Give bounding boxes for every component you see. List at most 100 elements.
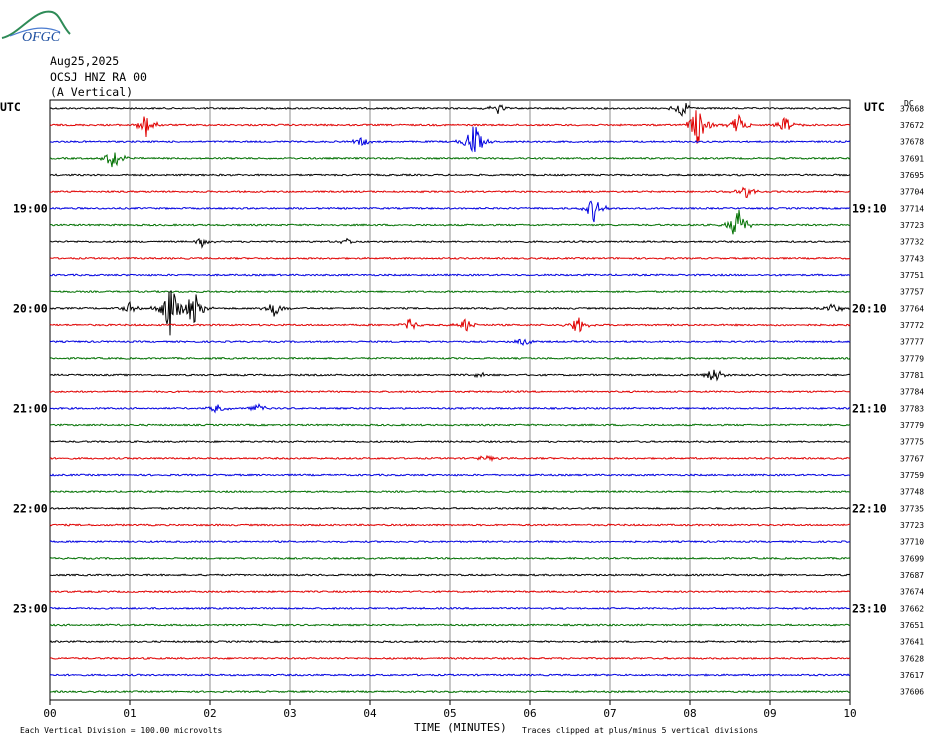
seismogram-trace xyxy=(49,237,851,249)
dc-offset-label: 37674 xyxy=(900,588,924,597)
seismogram-trace xyxy=(49,356,851,361)
left-hour-label: 22:00 xyxy=(13,501,48,515)
seismogram-trace xyxy=(49,103,851,117)
seismogram-trace xyxy=(49,126,851,153)
seismogram-trace xyxy=(49,454,851,463)
dc-offset-label: 37779 xyxy=(900,354,924,363)
dc-offset-label: 37779 xyxy=(900,421,924,430)
x-tick-label: 07 xyxy=(603,707,616,720)
left-hour-label: 21:00 xyxy=(13,401,48,415)
dc-offset-label: 37662 xyxy=(900,604,924,613)
dc-offset-label: 37743 xyxy=(900,254,924,263)
right-hour-label: 23:10 xyxy=(852,601,887,615)
x-tick-label: 01 xyxy=(123,707,136,720)
dc-offset-label: 37691 xyxy=(900,154,924,163)
dc-offset-label: 37699 xyxy=(900,554,924,563)
seismogram-trace xyxy=(49,673,851,677)
dc-offset-label: 37767 xyxy=(900,454,924,463)
seismogram-trace xyxy=(49,439,851,444)
dc-offset-label: 37678 xyxy=(900,138,924,147)
seismogram-trace xyxy=(49,317,851,333)
dc-offset-label: 37687 xyxy=(900,571,924,580)
seismogram-trace xyxy=(49,556,851,560)
clip-note: Traces clipped at plus/minus 5 vertical … xyxy=(522,726,759,735)
seismogram-trace xyxy=(49,402,851,414)
dc-offset-label: 37775 xyxy=(900,438,924,447)
right-hour-label: 21:10 xyxy=(852,401,887,415)
dc-offset-label: 37704 xyxy=(900,188,924,197)
dc-offset-label: 37641 xyxy=(900,638,924,647)
seismogram-trace xyxy=(49,290,851,336)
seismogram-trace xyxy=(50,186,851,199)
left-hour-label: 20:00 xyxy=(13,301,48,315)
seismogram-trace xyxy=(49,640,851,644)
x-tick-label: 02 xyxy=(203,707,216,720)
seismogram-trace xyxy=(49,690,851,694)
seismogram-trace xyxy=(49,110,851,144)
x-tick-label: 00 xyxy=(43,707,56,720)
seismogram-trace xyxy=(49,473,851,477)
right-hour-label: 22:10 xyxy=(852,501,887,515)
right-hour-label: 20:10 xyxy=(852,301,887,315)
x-tick-label: 10 xyxy=(843,707,856,720)
dc-offset-label: 37695 xyxy=(900,171,924,180)
dc-offset-label: 37783 xyxy=(900,404,924,413)
dc-offset-label: 37784 xyxy=(900,388,924,397)
right-hour-label: 19:10 xyxy=(852,201,887,215)
seismogram-trace xyxy=(49,209,851,235)
seismogram-trace xyxy=(49,173,851,177)
dc-offset-label: 37748 xyxy=(900,488,924,497)
dc-offset-label: 37764 xyxy=(900,304,924,313)
seismogram-trace xyxy=(49,338,851,347)
seismogram-trace xyxy=(49,623,851,627)
station-label: OCSJ HNZ RA 00 xyxy=(50,70,147,84)
dc-offset-label: 37651 xyxy=(900,621,924,630)
left-hour-label: 23:00 xyxy=(13,601,48,615)
dc-offset-label: 37606 xyxy=(900,688,924,697)
scale-note: Each Vertical Division = 100.00 microvol… xyxy=(20,726,223,735)
dc-offset-label: 37714 xyxy=(900,204,924,213)
seismogram-trace xyxy=(49,590,851,594)
left-utc-label: UTC xyxy=(0,100,21,114)
dc-offset-label: 37772 xyxy=(900,321,924,330)
seismogram-trace xyxy=(49,539,851,544)
x-tick-label: 04 xyxy=(363,707,377,720)
dc-offset-label: 37668 xyxy=(900,104,924,113)
x-tick-label: 08 xyxy=(683,707,696,720)
seismogram-trace xyxy=(49,656,851,660)
dc-offset-label: 37672 xyxy=(900,121,924,130)
dc-offset-label: 37710 xyxy=(900,538,924,547)
right-utc-label: UTC xyxy=(864,100,885,114)
seismogram-trace xyxy=(49,152,851,168)
dc-offset-label: 37781 xyxy=(900,371,924,380)
dc-offset-label: 37628 xyxy=(900,654,924,663)
x-tick-label: 06 xyxy=(523,707,536,720)
seismogram-trace xyxy=(50,606,851,610)
seismogram-trace xyxy=(49,489,851,494)
seismogram-trace xyxy=(49,200,851,223)
dc-offset-label: 37617 xyxy=(900,671,924,680)
seismogram-trace xyxy=(49,256,851,260)
component-label: (A Vertical) xyxy=(50,85,134,99)
date-label: Aug25,2025 xyxy=(50,54,120,68)
dc-offset-label: 37723 xyxy=(900,221,924,230)
dc-offset-label: 37735 xyxy=(900,504,924,513)
dc-offset-label: 37723 xyxy=(900,521,924,530)
left-hour-label: 19:00 xyxy=(13,201,48,215)
dc-offset-label: 37751 xyxy=(900,271,924,280)
ofgc-logo: OFGC xyxy=(0,4,80,45)
seismogram-trace xyxy=(49,573,851,577)
x-axis-title: TIME (MINUTES) xyxy=(414,721,507,734)
logo-text: OFGC xyxy=(22,30,61,44)
dc-offset-label: 37732 xyxy=(900,238,924,247)
seismogram-trace xyxy=(49,523,851,527)
seismogram-trace xyxy=(49,390,851,394)
x-tick-label: 09 xyxy=(763,707,776,720)
dc-offset-label: 37759 xyxy=(900,471,924,480)
x-tick-label: 03 xyxy=(283,707,296,720)
mountain-logo-icon: OFGC xyxy=(1,10,71,45)
dc-offset-label: 37757 xyxy=(900,288,924,297)
seismogram-trace xyxy=(49,273,851,277)
seismogram-trace xyxy=(49,289,851,294)
